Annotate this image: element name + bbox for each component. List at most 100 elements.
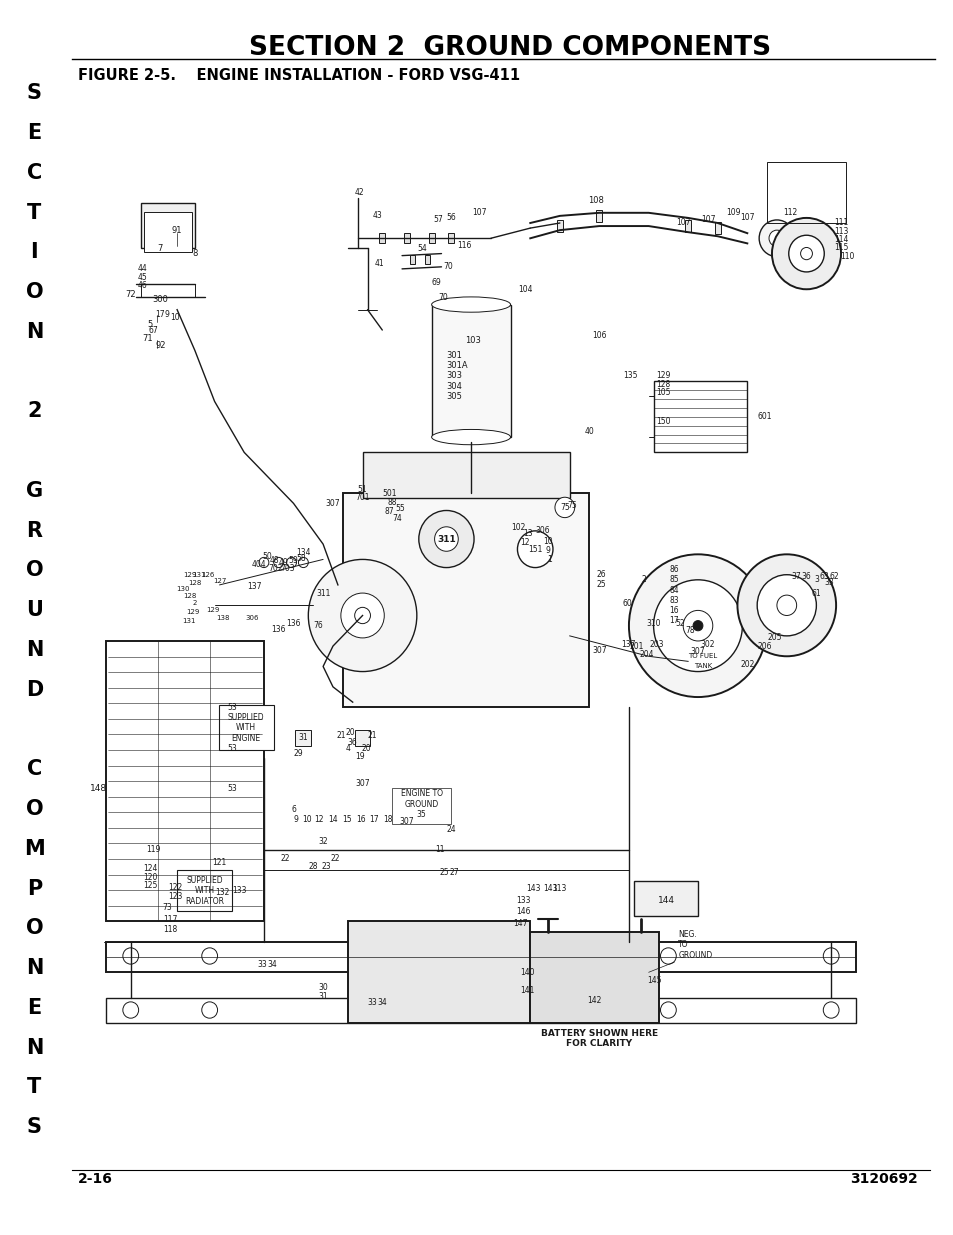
Text: 58: 58 bbox=[296, 555, 306, 563]
Bar bbox=[362, 452, 569, 498]
Text: 16: 16 bbox=[355, 815, 365, 824]
Text: 4: 4 bbox=[345, 743, 350, 752]
Bar bbox=[766, 162, 845, 224]
Circle shape bbox=[517, 531, 553, 568]
Text: T: T bbox=[28, 1077, 41, 1098]
Text: 2: 2 bbox=[193, 600, 197, 606]
Text: 3: 3 bbox=[813, 576, 818, 584]
Circle shape bbox=[201, 1002, 217, 1018]
Text: 9: 9 bbox=[545, 546, 550, 555]
Text: 130: 130 bbox=[176, 585, 190, 592]
Text: 136: 136 bbox=[286, 619, 300, 629]
Bar bbox=[530, 931, 658, 1024]
Circle shape bbox=[788, 235, 823, 272]
Text: 114: 114 bbox=[833, 235, 847, 243]
Text: 53: 53 bbox=[227, 784, 237, 793]
Text: 111: 111 bbox=[833, 219, 847, 227]
Text: 75: 75 bbox=[559, 503, 569, 513]
Text: 29: 29 bbox=[294, 748, 303, 757]
Circle shape bbox=[308, 559, 416, 672]
Circle shape bbox=[776, 595, 796, 615]
Text: 48: 48 bbox=[270, 556, 279, 564]
Text: 136: 136 bbox=[272, 625, 286, 635]
Text: 17: 17 bbox=[155, 310, 165, 320]
Circle shape bbox=[757, 574, 816, 636]
Text: 118: 118 bbox=[163, 925, 177, 934]
Text: 307: 307 bbox=[690, 647, 704, 656]
Text: 25: 25 bbox=[596, 580, 605, 589]
Text: 54: 54 bbox=[416, 245, 426, 253]
Text: 115: 115 bbox=[833, 243, 847, 252]
Text: 138: 138 bbox=[215, 615, 229, 620]
Text: 144: 144 bbox=[658, 897, 674, 905]
Text: 53: 53 bbox=[227, 743, 237, 752]
Text: 28: 28 bbox=[308, 862, 317, 871]
Text: 78: 78 bbox=[684, 626, 694, 635]
Text: 128: 128 bbox=[656, 379, 670, 389]
Circle shape bbox=[800, 247, 812, 259]
Text: 10: 10 bbox=[171, 314, 180, 322]
Bar bbox=[106, 998, 855, 1024]
Text: 34: 34 bbox=[377, 998, 387, 1008]
Text: 129: 129 bbox=[186, 609, 199, 615]
Text: 31: 31 bbox=[318, 992, 328, 1002]
Bar bbox=[410, 254, 415, 264]
Text: 702: 702 bbox=[268, 564, 283, 573]
Text: 203: 203 bbox=[649, 640, 663, 648]
Text: 113: 113 bbox=[552, 884, 566, 893]
Text: SUPPLIED
WITH
RADIATOR: SUPPLIED WITH RADIATOR bbox=[185, 876, 224, 905]
Text: 106: 106 bbox=[592, 331, 606, 340]
Text: 201: 201 bbox=[629, 641, 643, 651]
Text: 20: 20 bbox=[361, 743, 371, 752]
Text: 2: 2 bbox=[27, 401, 42, 421]
Text: 150: 150 bbox=[656, 417, 670, 426]
Text: 62: 62 bbox=[828, 572, 838, 582]
Text: 6: 6 bbox=[291, 805, 295, 814]
Text: 43: 43 bbox=[372, 211, 382, 220]
Circle shape bbox=[659, 1002, 676, 1018]
Text: P: P bbox=[27, 878, 42, 899]
Text: 5: 5 bbox=[148, 320, 152, 330]
Text: 127: 127 bbox=[213, 578, 226, 584]
Text: O: O bbox=[26, 919, 43, 939]
Text: BATTERY SHOWN HERE
FOR CLARITY: BATTERY SHOWN HERE FOR CLARITY bbox=[540, 1029, 658, 1049]
Text: 701: 701 bbox=[355, 493, 370, 501]
Text: 307: 307 bbox=[399, 816, 414, 826]
Bar bbox=[653, 382, 746, 452]
Text: 33: 33 bbox=[823, 578, 833, 588]
Text: 33: 33 bbox=[256, 960, 267, 968]
Text: 7: 7 bbox=[157, 245, 163, 253]
Text: U: U bbox=[26, 600, 43, 620]
Text: 124: 124 bbox=[143, 863, 157, 873]
Text: 36: 36 bbox=[348, 739, 357, 747]
Text: 67: 67 bbox=[149, 326, 158, 335]
Text: 18: 18 bbox=[383, 815, 393, 824]
Text: 49: 49 bbox=[278, 558, 288, 567]
Text: 26: 26 bbox=[596, 571, 605, 579]
Text: 143: 143 bbox=[525, 884, 540, 893]
Text: 204: 204 bbox=[639, 650, 653, 658]
Text: SECTION 2  GROUND COMPONENTS: SECTION 2 GROUND COMPONENTS bbox=[249, 35, 771, 61]
Text: 83: 83 bbox=[669, 595, 679, 605]
Text: 87: 87 bbox=[384, 508, 394, 516]
Bar bbox=[348, 921, 530, 1024]
Text: 305: 305 bbox=[446, 391, 462, 401]
Text: 143: 143 bbox=[542, 884, 557, 893]
Text: 52: 52 bbox=[675, 619, 684, 629]
Text: E: E bbox=[28, 998, 41, 1018]
Text: 15: 15 bbox=[341, 815, 352, 824]
Text: 307: 307 bbox=[325, 499, 340, 508]
Text: 306: 306 bbox=[536, 526, 550, 536]
Text: 133: 133 bbox=[516, 897, 530, 905]
Text: 126: 126 bbox=[201, 572, 214, 578]
Circle shape bbox=[355, 947, 370, 965]
Text: NEG.
TO
GROUND: NEG. TO GROUND bbox=[678, 930, 712, 960]
Bar bbox=[431, 305, 510, 437]
Text: N: N bbox=[26, 958, 43, 978]
Text: 141: 141 bbox=[520, 987, 535, 995]
Text: 70: 70 bbox=[438, 293, 448, 301]
Text: 14: 14 bbox=[328, 815, 337, 824]
Text: 147: 147 bbox=[513, 919, 527, 927]
Text: 71: 71 bbox=[142, 333, 152, 342]
Bar bbox=[295, 730, 311, 746]
